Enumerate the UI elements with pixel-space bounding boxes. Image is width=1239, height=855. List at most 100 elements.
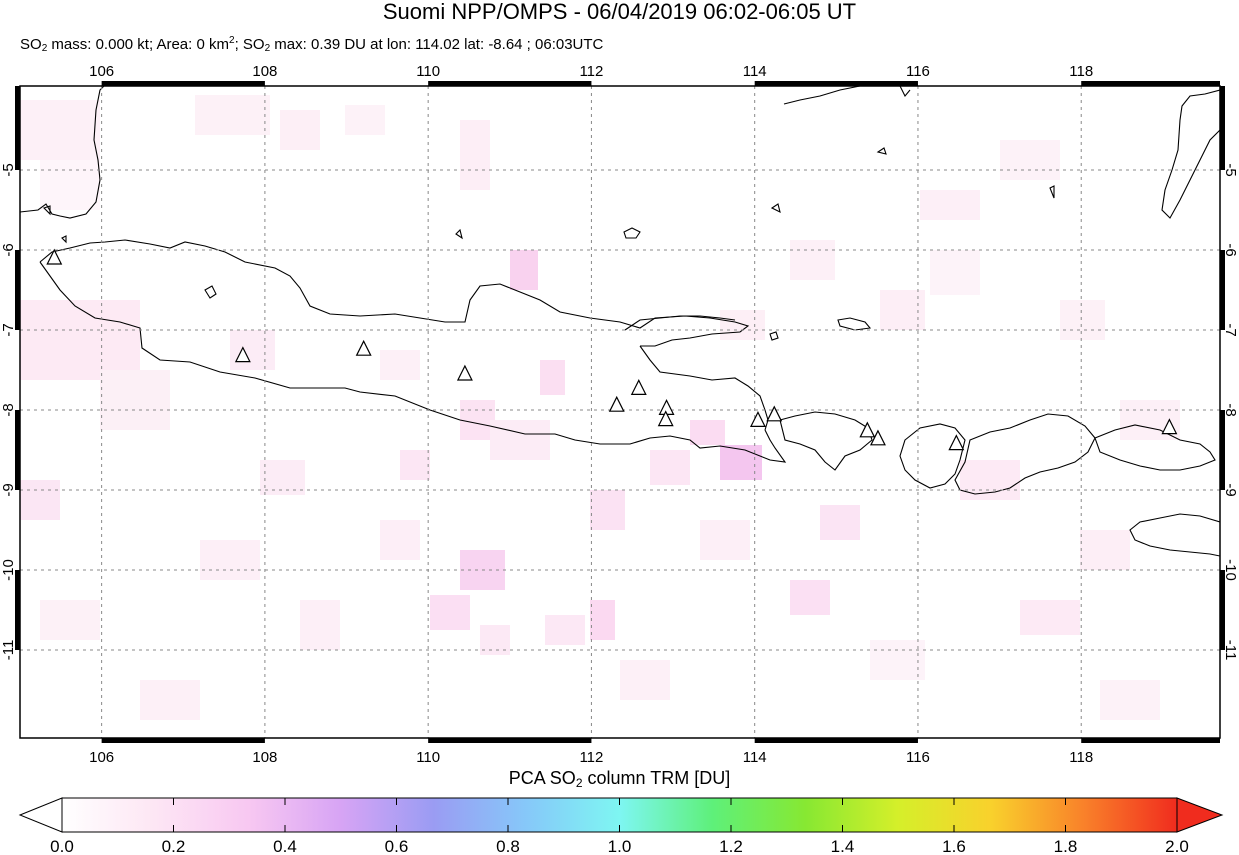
coastline-karimunjawa — [204, 285, 217, 299]
lon-tick-label-top: 112 — [579, 63, 603, 80]
lat-tick-label-left: -5 — [0, 163, 17, 176]
volcano-markers — [46, 248, 1178, 451]
colorbar-tick-label: 0.6 — [385, 837, 409, 855]
lon-tick-label-top: 110 — [416, 63, 440, 80]
coastline-sumbawa-east — [1094, 424, 1216, 471]
coastline-islet-6 — [61, 235, 67, 244]
frame-bar-right — [1220, 410, 1225, 490]
coastline-kalimantan — [783, 86, 861, 105]
colorbar-max-arrow — [1176, 797, 1224, 833]
coastline-java-north — [39, 239, 750, 347]
lon-tick-label-top: 114 — [743, 63, 767, 80]
coastline-islet-5 — [42, 205, 51, 216]
coastline-islet-7 — [1049, 185, 1055, 199]
colorbar: 0.0 0.2 0.4 0.6 0.8 1.0 1.2 1.4 1.6 1.8 2.0 — [18, 797, 1224, 855]
axis-labels: 106 106 108 108 110 110 112 112 114 114 116 116 118 1… — [0, 63, 1239, 766]
coastlines — [20, 86, 1220, 557]
lon-tick-label-bottom: 116 — [906, 749, 930, 766]
colorbar-min-arrow — [18, 797, 63, 833]
coastline-bali — [779, 411, 873, 471]
frame-bar-bottom — [101, 738, 265, 743]
lon-tick-label-top: 106 — [89, 63, 114, 80]
frame-bar-top — [1081, 81, 1220, 86]
frame-bar-bottom — [754, 738, 918, 743]
map-title: Suomi NPP/OMPS - 06/04/2019 06:02-06:05 … — [382, 0, 857, 24]
lat-tick-label-right: -7 — [1222, 323, 1239, 336]
colorbar-tick-label: 1.8 — [1054, 837, 1078, 855]
coastline-sumba — [1129, 513, 1220, 557]
frame-bar-right — [1220, 86, 1225, 170]
volcano-marker — [355, 339, 372, 356]
frame-bar-top — [428, 81, 592, 86]
lat-tick-label-left: -10 — [0, 559, 17, 581]
lon-tick-label-bottom: 118 — [1069, 749, 1093, 766]
colorbar-tick-label: 1.4 — [831, 837, 855, 855]
volcano-marker — [657, 410, 674, 427]
colorbar-tick-label: 1.0 — [608, 837, 632, 855]
map-subtitle: SO2 mass: 0.000 kt; Area: 0 km2; SO2 max… — [20, 35, 603, 54]
colorbar-title-suffix: column TRM [DU] — [582, 768, 731, 788]
frame-bar-left — [15, 570, 20, 650]
lat-tick-label-left: -9 — [0, 483, 17, 496]
lat-tick-label-left: -8 — [0, 403, 17, 416]
map-background — [20, 86, 1220, 738]
volcano-marker — [749, 411, 766, 427]
coastline-sulawesi — [1161, 89, 1220, 219]
colorbar-tick-label: 0.0 — [50, 837, 74, 855]
frame-bar-left — [15, 86, 20, 170]
lon-tick-label-top: 116 — [906, 63, 930, 80]
colorbar-tick-labels: 0.0 0.2 0.4 0.6 0.8 1.0 1.2 1.4 1.6 1.8 2.0 — [50, 837, 1189, 855]
coastline-islet-3 — [770, 203, 781, 214]
so2-field — [20, 95, 1180, 720]
coastline-kangean — [837, 317, 872, 331]
lat-tick-label-right: -10 — [1222, 559, 1239, 581]
coastline-bawean — [623, 227, 641, 239]
volcano-marker — [46, 248, 63, 265]
volcano-marker — [608, 395, 625, 412]
coastline-kalimantan-east — [899, 86, 911, 97]
lat-tick-label-left: -11 — [0, 640, 17, 661]
coastline-east-java-tip — [639, 345, 769, 431]
colorbar-tick-label: 0.8 — [496, 837, 520, 855]
subtitle-area-superscript: 2 — [229, 35, 235, 46]
colorbar-tick-label: 0.2 — [162, 837, 186, 855]
subtitle-subscript-2: 2 — [264, 43, 271, 54]
lat-tick-label-right: -5 — [1222, 163, 1239, 176]
lon-tick-label-top: 108 — [252, 63, 277, 80]
lat-tick-label-right: -9 — [1222, 483, 1239, 496]
volcano-marker — [234, 346, 251, 363]
frame-bar-top — [101, 81, 265, 86]
volcano-marker — [456, 364, 473, 381]
coastline-madura — [624, 315, 736, 331]
subtitle-so2-prefix: SO — [20, 36, 42, 53]
frame-bar-right — [1220, 250, 1225, 330]
volcano-marker — [869, 429, 886, 446]
frame-bar-right — [1220, 570, 1225, 650]
coastline-islet-4 — [455, 228, 463, 240]
volcano-marker — [859, 421, 876, 438]
colorbar-tick-label: 2.0 — [1165, 837, 1189, 855]
coastline-islet-2 — [876, 147, 887, 155]
lat-tick-label-left: -6 — [0, 243, 17, 256]
lat-tick-label-left: -7 — [0, 323, 17, 336]
lat-tick-label-right: -6 — [1222, 243, 1239, 256]
subtitle-max: max: 0.39 DU at lon: 114.02 lat: -8.64 ;… — [270, 36, 604, 53]
frame-bar-top — [754, 81, 918, 86]
frame-bar-left — [15, 250, 20, 330]
volcano-marker — [766, 405, 783, 422]
colorbar-tick-label: 0.4 — [273, 837, 297, 855]
lon-tick-label-bottom: 112 — [579, 749, 603, 766]
lon-tick-label-bottom: 108 — [252, 749, 277, 766]
colorbar-ticks — [173, 798, 1066, 832]
colorbar-title-subscript: 2 — [575, 776, 583, 790]
map-area: 106 106 108 108 110 110 112 112 114 114 116 116 118 1… — [0, 63, 1239, 766]
subtitle-mass-area: mass: 0.000 kt; Area: 0 km — [47, 36, 229, 53]
lon-tick-label-bottom: 114 — [743, 749, 767, 766]
coastline-sumatra — [20, 86, 105, 219]
coastline-java-south — [39, 261, 787, 463]
colorbar-tick-label: 1.2 — [719, 837, 743, 855]
colorbar-title: PCA SO2 column TRM [DU] — [0, 768, 1239, 790]
frame-bar-bottom — [1081, 738, 1220, 743]
volcano-marker — [1161, 418, 1178, 435]
